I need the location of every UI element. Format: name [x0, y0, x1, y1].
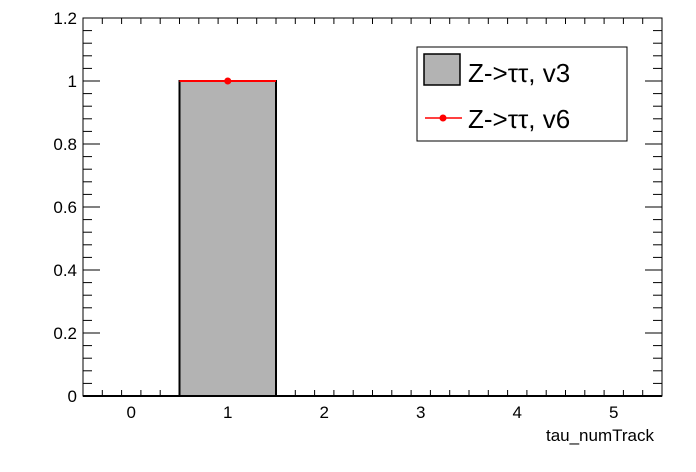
y-tick-label: 1.2 [53, 9, 77, 28]
y-tick-label: 0.2 [53, 324, 77, 343]
legend-marker-v6 [439, 114, 447, 122]
y-tick-label: 0 [68, 387, 77, 406]
x-tick-label: 2 [320, 403, 329, 422]
plot-frame [82, 17, 663, 397]
y-tick-label: 0.6 [53, 198, 77, 217]
x-tick-label: 3 [416, 403, 425, 422]
x-tick-label: 5 [609, 403, 618, 422]
x-tick-label: 0 [127, 403, 136, 422]
x-tick-label: 1 [223, 403, 232, 422]
legend: Z->ττ, v3 Z->ττ, v6 [416, 46, 628, 142]
histogram-bar-v3 [178, 80, 277, 397]
y-tick-label: 0.4 [53, 261, 77, 280]
x-tick-label: 4 [513, 403, 522, 422]
y-tick-label: 0.8 [53, 135, 77, 154]
v6-marker [224, 77, 232, 85]
legend-swatch-v3 [423, 53, 461, 86]
y-tick-label: 1 [68, 72, 77, 91]
legend-label-v6: Z->ττ, v6 [468, 104, 570, 134]
legend-label-v3: Z->ττ, v3 [468, 58, 570, 88]
x-axis-label: tau_numTrack [546, 426, 655, 445]
